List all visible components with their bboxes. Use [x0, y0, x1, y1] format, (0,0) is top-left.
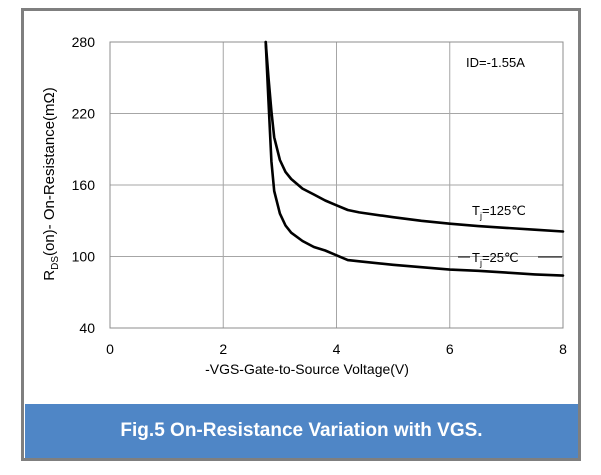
series-line-1 [264, 40, 565, 277]
series-label-125: Tj=125℃ [472, 203, 526, 221]
caption-band: Fig.5 On-Resistance Variation with VGS. [25, 404, 578, 458]
y-tick-label: 100 [72, 249, 96, 265]
y-axis-label: RDS(on)- On-Resistance(mΩ) [41, 87, 61, 281]
y-tick-label: 280 [72, 34, 96, 50]
x-tick-labels: 0 2 4 6 8 [106, 341, 567, 357]
x-axis-label: -VGS-Gate-to-Source Voltage(V) [205, 361, 409, 377]
series-line-0 [264, 40, 565, 233]
figure-caption: Fig.5 On-Resistance Variation with VGS. [120, 420, 483, 441]
series-label-25: Tj=25℃ [472, 250, 519, 268]
y-tick-label: 40 [79, 320, 95, 336]
x-tick-label: 2 [219, 341, 227, 357]
x-tick-label: 8 [559, 341, 567, 357]
x-tick-label: 6 [446, 341, 454, 357]
plot-area [109, 41, 564, 329]
x-tick-label: 0 [106, 341, 114, 357]
y-tick-label: 160 [72, 177, 96, 193]
figure-frame [21, 8, 581, 461]
grid [109, 41, 564, 329]
x-tick-label: 4 [333, 341, 341, 357]
series-lines [264, 40, 565, 277]
plot-border [109, 41, 564, 329]
y-tick-labels: 40 100 160 220 280 [72, 34, 96, 336]
y-tick-label: 220 [72, 106, 96, 122]
id-annotation: ID=-1.55A [466, 55, 525, 70]
